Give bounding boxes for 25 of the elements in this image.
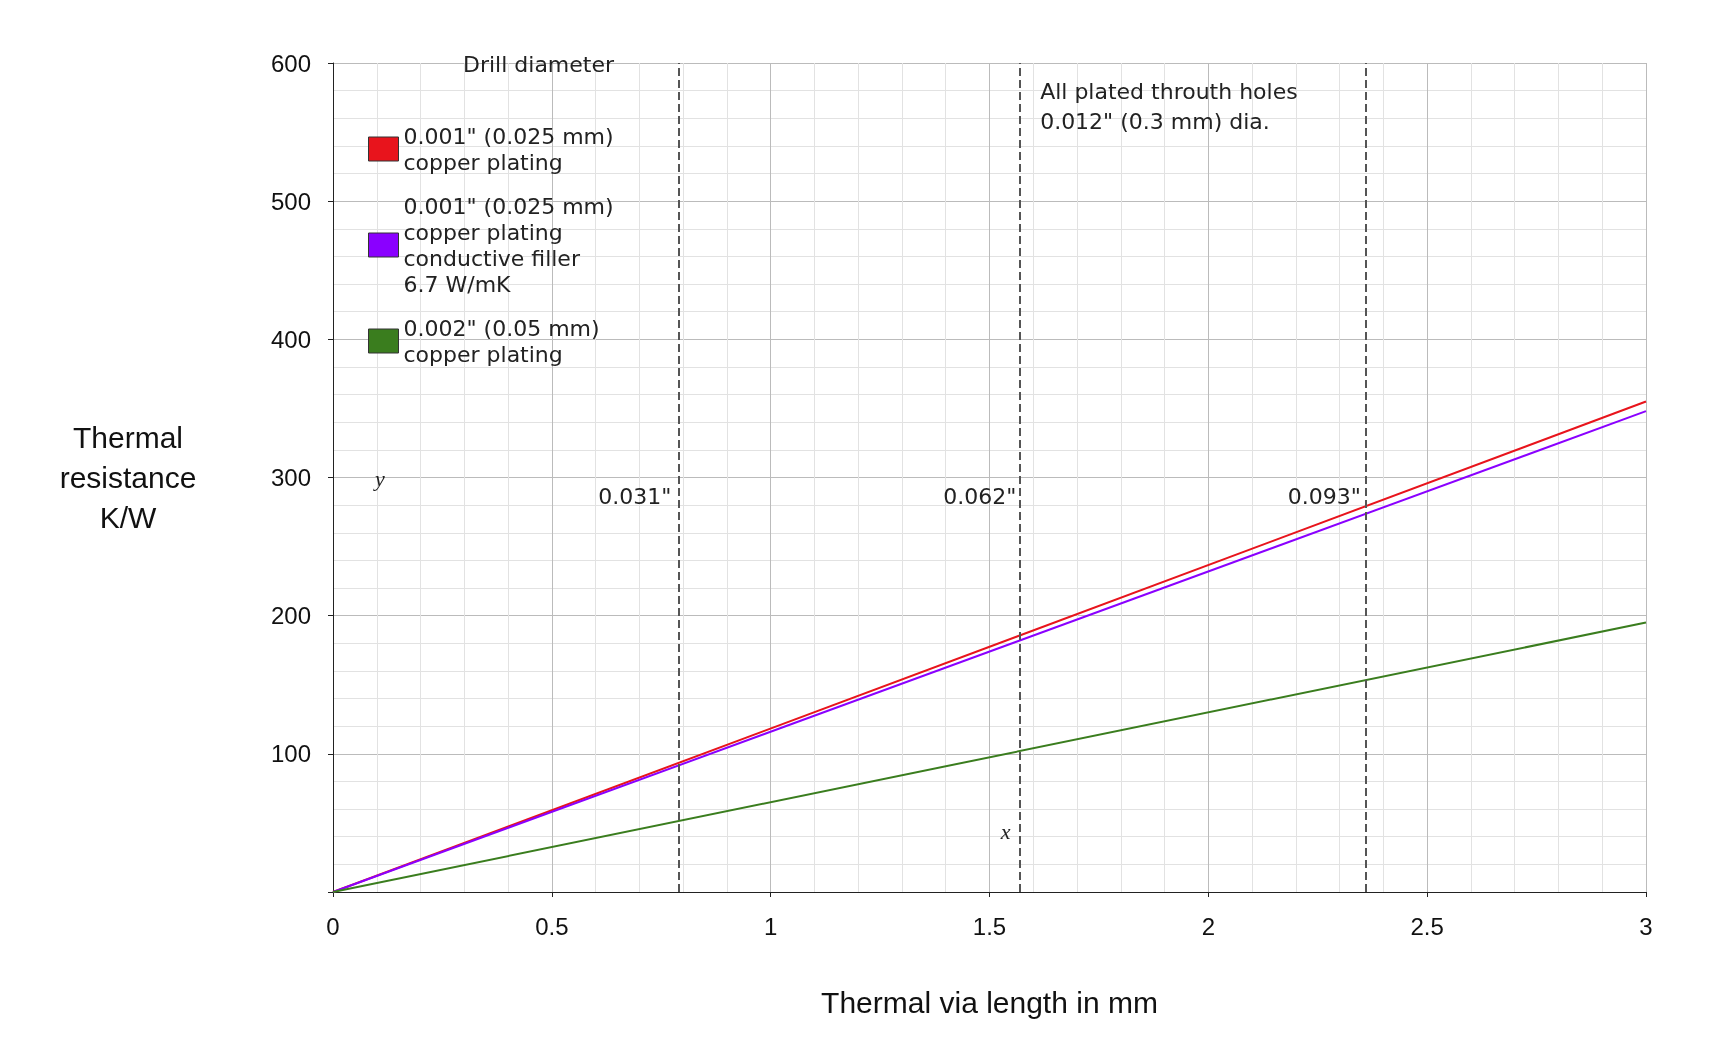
legend-label: 0.002" (0.05 mm) copper plating: [403, 315, 600, 367]
x-tick-label: 0: [326, 912, 340, 940]
x-tick-label: 0.5: [535, 912, 569, 940]
annotation: x: [999, 818, 1011, 844]
y-tick-label: 200: [270, 602, 311, 630]
annotation: All plated throuth holes 0.012" (0.3 mm) dia.: [1040, 79, 1298, 135]
y-tick-label: 400: [270, 325, 311, 353]
y-tick-label: 600: [270, 49, 311, 77]
legend-title: Drill diameter: [463, 51, 615, 77]
legend-label: 0.001" (0.025 mm) copper plating: [403, 123, 614, 175]
x-tick-label: 1.5: [972, 912, 1007, 940]
y-axis-title: Thermal resistance K/W: [59, 421, 197, 534]
x-tick-label: 3: [1639, 912, 1653, 940]
annotation: 0.031": [598, 484, 672, 509]
annotation: 0.093": [1287, 484, 1361, 509]
annotation: y: [372, 466, 385, 492]
x-tick-label: 2: [1201, 912, 1216, 940]
y-tick-label: 100: [270, 740, 311, 768]
y-tick-label: 300: [270, 464, 311, 491]
legend-label: 0.001" (0.025 mm) copper plating conductive filler 6.7 W/mK: [403, 193, 614, 297]
annotation: 0.062": [943, 484, 1017, 509]
x-axis-title: Thermal via length in mm: [821, 985, 1158, 1019]
y-tick-label: 500: [270, 187, 311, 215]
x-tick-label: 1: [763, 912, 778, 940]
x-tick-label: 2.5: [1410, 912, 1444, 940]
